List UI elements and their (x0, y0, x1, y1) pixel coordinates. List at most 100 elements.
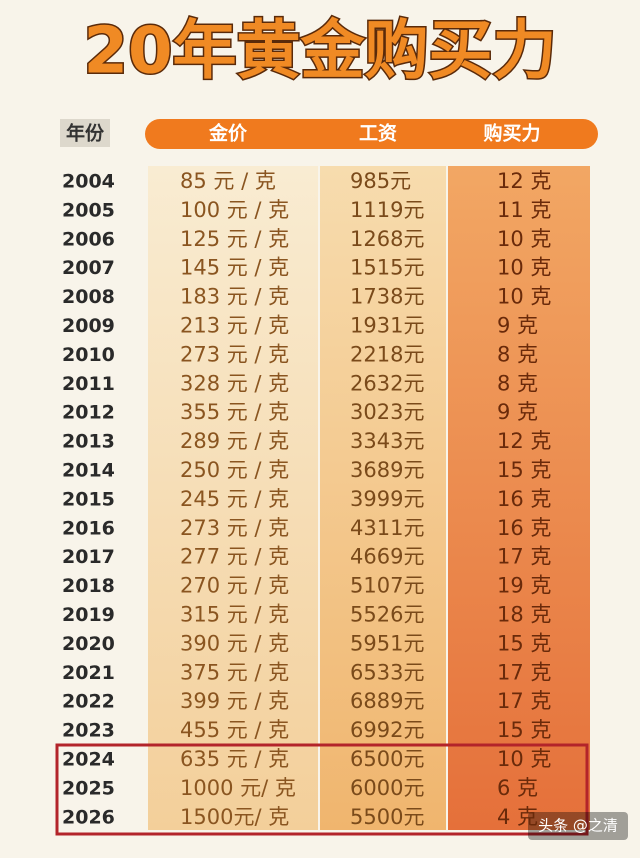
value-cell: 17 克 (497, 689, 551, 713)
value-cell: 399 元 / 克 (180, 689, 289, 713)
value-cell: 12 克 (497, 169, 551, 193)
value-cell: 273 元 / 克 (180, 342, 289, 366)
value-cell: 289 元 / 克 (180, 429, 289, 453)
year-cell: 2013 (62, 431, 115, 453)
value-cell: 15 克 (497, 458, 551, 482)
value-cell: 390 元 / 克 (180, 631, 289, 655)
value-cell: 18 克 (497, 603, 551, 627)
value-cell: 8 克 (497, 342, 538, 366)
value-cell: 4311元 (350, 516, 424, 540)
year-cell: 2025 (62, 777, 115, 799)
year-cell: 2026 (62, 806, 115, 828)
value-cell: 3689元 (350, 458, 424, 482)
year-cell: 2016 (62, 517, 115, 539)
header-cell: 年份 (66, 122, 105, 145)
header-cell: 工资 (359, 122, 397, 145)
value-cell: 17 克 (497, 545, 551, 569)
value-cell: 5951元 (350, 631, 424, 655)
value-cell: 273 元 / 克 (180, 516, 289, 540)
year-cell: 2020 (62, 633, 115, 655)
year-cell: 2009 (62, 315, 115, 337)
year-cell: 2015 (62, 488, 115, 510)
value-cell: 16 克 (497, 516, 551, 540)
header-pill (145, 119, 598, 149)
value-cell: 277 元 / 克 (180, 545, 289, 569)
value-cell: 3343元 (350, 429, 424, 453)
highlight-box (55, 743, 589, 836)
value-cell: 355 元 / 克 (180, 400, 289, 424)
value-cell: 5526元 (350, 603, 424, 627)
year-cell: 2024 (62, 749, 115, 771)
year-cell: 2006 (62, 228, 115, 250)
year-cell: 2004 (62, 171, 115, 193)
year-cell: 2017 (62, 546, 115, 568)
value-cell: 2218元 (350, 342, 424, 366)
value-cell: 1000 元/ 克 (180, 776, 296, 800)
value-cell: 1515元 (350, 256, 424, 280)
value-cell: 1931元 (350, 314, 424, 338)
year-cell: 2011 (62, 373, 115, 395)
value-cell: 4669元 (350, 545, 424, 569)
title: 20年黄金购买力 (83, 15, 556, 89)
value-cell: 6889元 (350, 689, 424, 713)
value-cell: 85 元 / 克 (180, 169, 276, 193)
value-cell: 1500元/ 克 (180, 805, 289, 829)
value-cell: 250 元 / 克 (180, 458, 289, 482)
header-cell: 金价 (208, 122, 248, 145)
value-cell: 8 克 (497, 371, 538, 395)
year-cell: 2019 (62, 604, 115, 626)
value-cell: 183 元 / 克 (180, 285, 289, 309)
year-cell: 2012 (62, 402, 115, 424)
value-cell: 315 元 / 克 (180, 603, 289, 627)
value-cell: 328 元 / 克 (180, 371, 289, 395)
value-cell: 6500元 (350, 747, 424, 771)
watermark: 头条 @之清 (538, 817, 618, 835)
value-cell: 19 克 (497, 574, 551, 598)
value-cell: 270 元 / 克 (180, 574, 289, 598)
value-cell: 15 克 (497, 631, 551, 655)
value-cell: 10 克 (497, 747, 551, 771)
value-cell: 10 克 (497, 285, 551, 309)
value-cell: 10 克 (497, 227, 551, 251)
value-cell: 16 克 (497, 487, 551, 511)
value-cell: 1119元 (350, 198, 424, 222)
value-cell: 17 克 (497, 660, 551, 684)
value-cell: 4 克 (497, 805, 538, 829)
value-cell: 125 元 / 克 (180, 227, 289, 251)
value-cell: 145 元 / 克 (180, 256, 289, 280)
value-cell: 3023元 (350, 400, 424, 424)
value-cell: 635 元 / 克 (180, 747, 289, 771)
year-cell: 2021 (62, 662, 115, 684)
value-cell: 3999元 (350, 487, 424, 511)
value-cell: 11 克 (497, 198, 551, 222)
value-cell: 100 元 / 克 (180, 198, 289, 222)
value-cell: 6000元 (350, 776, 424, 800)
value-cell: 6 克 (497, 776, 538, 800)
value-cell: 6533元 (350, 660, 424, 684)
year-cell: 2010 (62, 344, 115, 366)
year-cell: 2022 (62, 691, 115, 713)
year-cell: 2014 (62, 460, 115, 482)
value-cell: 9 克 (497, 400, 538, 424)
watermark-bg (528, 812, 628, 840)
year-cell: 2005 (62, 199, 115, 221)
value-cell: 1738元 (350, 285, 424, 309)
value-cell: 245 元 / 克 (180, 487, 289, 511)
year-header-bg (60, 119, 110, 147)
year-cell: 2008 (62, 286, 115, 308)
value-cell: 375 元 / 克 (180, 660, 289, 684)
value-cell: 12 克 (497, 429, 551, 453)
value-cell: 455 元 / 克 (180, 718, 289, 742)
wage-column (320, 166, 446, 830)
year-cell: 2018 (62, 575, 115, 597)
year-cell: 2007 (62, 257, 115, 279)
value-cell: 985元 (350, 169, 411, 193)
power-column (448, 166, 590, 830)
value-cell: 213 元 / 克 (180, 314, 289, 338)
value-cell: 9 克 (497, 314, 538, 338)
value-cell: 5107元 (350, 574, 424, 598)
value-cell: 2632元 (350, 371, 424, 395)
value-cell: 5500元 (350, 805, 424, 829)
